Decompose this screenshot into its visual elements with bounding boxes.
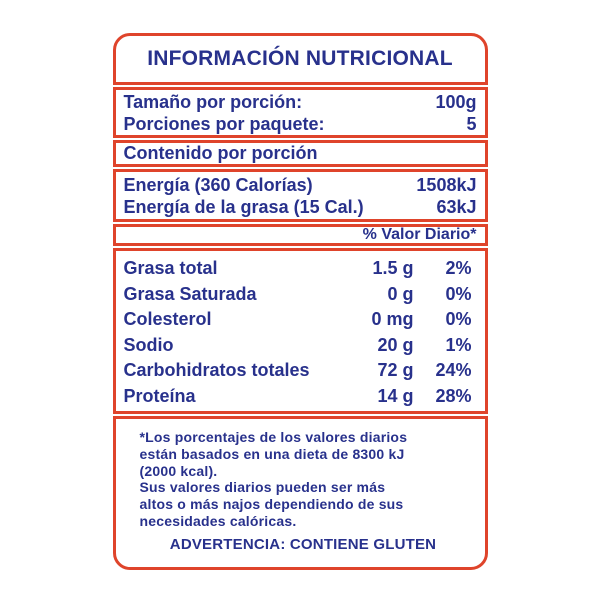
energy-label: Energía (360 Calorías) [123, 175, 313, 195]
nutrient-percent: 28% [435, 385, 472, 406]
gluten-warning: ADVERTENCIA: CONTIENE GLUTEN [169, 535, 437, 553]
title-box: INFORMACIÓN NUTRICIONAL [112, 33, 488, 85]
table-row-proteina: Proteína 14 g 28% [124, 384, 472, 410]
nutrient-percent: 0% [445, 309, 472, 329]
table-row-colesterol: Colesterol 0 mg 0% [124, 307, 472, 333]
energy-from-fat-label: Energía de la grasa (15 Cal.) [123, 197, 364, 217]
servings-per-pack-value: 5 [466, 114, 477, 134]
energy-value: 1508kJ [416, 175, 477, 195]
nutrient-amount: 0 g [387, 283, 414, 304]
nutrient-percent: 2% [445, 258, 472, 278]
nutrient-percent: 0% [445, 283, 472, 304]
nutrient-amount: 72 g [377, 360, 414, 380]
serving-size-label: Tamaño por porción: [123, 92, 303, 112]
nutrient-amount: 1.5 g [372, 258, 414, 278]
servings-per-pack-row: Porciones por paquete: 5 [124, 113, 477, 135]
table-row-carbohidratos: Carbohidratos totales 72 g 24% [124, 358, 472, 384]
nutrient-name: Proteína [123, 385, 196, 406]
daily-value-header-label: % Valor Diario* [362, 226, 477, 243]
nutrition-label: INFORMACIÓN NUTRICIONAL Tamaño por porci… [112, 33, 488, 570]
nutrient-name: Carbohidratos totales [123, 360, 310, 380]
serving-size-value: 100g [435, 92, 477, 112]
energy-from-fat-row: Energía de la grasa (15 Cal.) 63kJ [124, 196, 477, 218]
energy-box: Energía (360 Calorías) 1508kJ Energía de… [112, 169, 488, 222]
page-title: INFORMACIÓN NUTRICIONAL [147, 47, 453, 70]
daily-values-footnote: *Los porcentajes de los valores diarios … [139, 429, 408, 529]
nutrient-name: Sodio [123, 334, 174, 355]
table-row-grasa-total: Grasa total 1.5 g 2% [124, 256, 472, 282]
nutrient-name: Colesterol [123, 309, 212, 329]
nutrient-percent: 1% [445, 334, 472, 355]
content-per-serving-label: Contenido por porción [123, 143, 318, 163]
nutrients-table: Grasa total 1.5 g 2% Grasa Saturada 0 g … [112, 248, 488, 414]
nutrient-amount: 20 g [377, 334, 414, 355]
energy-row: Energía (360 Calorías) 1508kJ [124, 174, 477, 196]
serving-size-row: Tamaño por porción: 100g [124, 91, 477, 113]
content-per-serving-header: Contenido por porción [112, 140, 488, 167]
table-row-grasa-saturada: Grasa Saturada 0 g 0% [124, 282, 472, 308]
nutrient-amount: 0 mg [371, 309, 414, 329]
servings-per-pack-label: Porciones por paquete: [123, 114, 325, 134]
nutrient-amount: 14 g [377, 385, 414, 406]
footnote-box: *Los porcentajes de los valores diarios … [112, 416, 488, 570]
energy-from-fat-value: 63kJ [436, 197, 477, 217]
daily-value-header: % Valor Diario* [112, 224, 488, 246]
nutrient-name: Grasa Saturada [123, 283, 257, 304]
serving-box: Tamaño por porción: 100g Porciones por p… [112, 87, 488, 138]
nutrient-percent: 24% [435, 360, 472, 380]
nutrient-name: Grasa total [123, 258, 218, 278]
table-row-sodio: Sodio 20 g 1% [124, 333, 472, 359]
